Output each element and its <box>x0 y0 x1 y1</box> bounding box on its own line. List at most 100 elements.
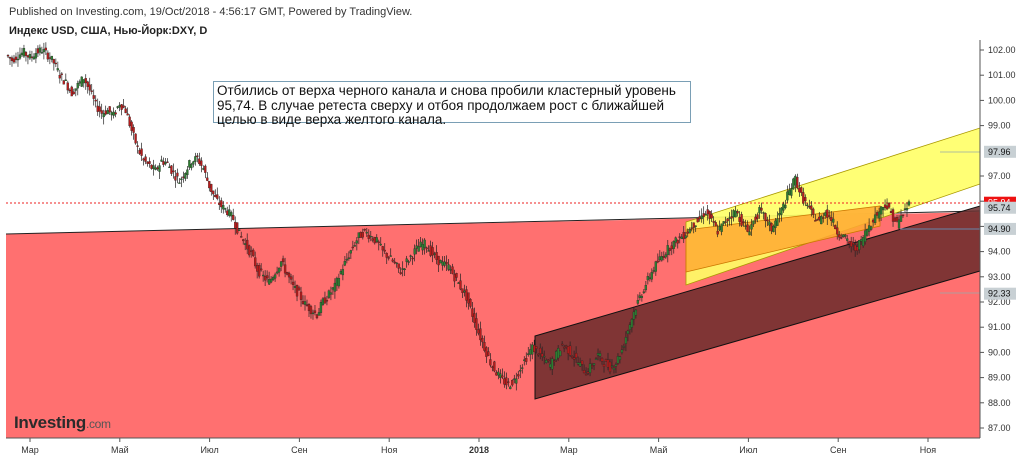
candle-body <box>816 219 819 221</box>
candle-body <box>303 301 307 305</box>
candle-body <box>489 359 492 366</box>
candle-body <box>52 59 55 64</box>
candle-body <box>198 158 201 165</box>
candle-body <box>417 246 420 252</box>
candle-body <box>36 48 40 54</box>
candle-body <box>194 156 197 162</box>
candle-body <box>375 237 378 243</box>
candle-body <box>146 161 149 164</box>
candle-body <box>449 269 452 271</box>
candle-body <box>329 292 333 295</box>
candle-body <box>788 189 791 195</box>
candle-body <box>760 207 763 211</box>
candle-body <box>899 215 903 222</box>
candle-body <box>897 219 901 229</box>
candle-body <box>76 83 79 89</box>
candle-body <box>12 58 16 63</box>
candle-body <box>419 241 422 248</box>
red-zone <box>6 212 980 438</box>
candle-body <box>307 303 311 312</box>
candle-body <box>497 371 500 376</box>
candle-body <box>96 105 99 112</box>
candle-body <box>379 243 382 246</box>
candle-body <box>602 364 606 367</box>
candle-body <box>64 79 67 81</box>
candle-body <box>8 57 12 59</box>
candle-body <box>391 259 394 262</box>
candle-body <box>475 318 478 330</box>
candle-body <box>772 225 775 233</box>
candle-body <box>903 208 907 210</box>
candle-body <box>461 288 464 293</box>
annotation-box[interactable]: Отбились от верха черного канала и снова… <box>213 81 691 127</box>
candle-body <box>44 47 48 51</box>
candle-body <box>875 212 879 216</box>
candle-body <box>503 378 506 385</box>
candle-body <box>28 54 32 59</box>
candle-body <box>297 287 301 291</box>
candle-body <box>337 278 341 287</box>
x-tick-label: Сен <box>830 445 847 455</box>
candle-body <box>616 356 620 364</box>
candle-body <box>832 218 835 223</box>
candle-body <box>333 282 337 292</box>
candle-body <box>365 231 368 234</box>
candle-body <box>720 223 723 232</box>
x-tick-label: Ноя <box>381 445 398 455</box>
candle-body <box>168 166 171 169</box>
candle-body <box>222 205 225 210</box>
candle-body <box>54 62 57 65</box>
candle-body <box>18 54 22 59</box>
candle-body <box>592 363 596 366</box>
candle-body <box>415 245 418 249</box>
candle-body <box>742 221 745 223</box>
candle-body <box>172 170 175 173</box>
candle-body <box>574 352 578 358</box>
candle-body <box>104 110 107 115</box>
candle-body <box>30 56 34 58</box>
candle-body <box>521 367 524 369</box>
candle-body <box>865 229 869 236</box>
candle-body <box>443 261 446 266</box>
candle-body <box>582 370 586 374</box>
x-tick-label: Июл <box>739 445 757 455</box>
candle-body <box>622 346 626 348</box>
candle-body <box>824 212 827 216</box>
candle-body <box>148 161 151 164</box>
candle-body <box>656 260 659 263</box>
candle-body <box>768 221 771 226</box>
candle-body <box>128 116 131 127</box>
candle-body <box>399 272 402 275</box>
candle-body <box>812 208 815 215</box>
candle-body <box>666 245 669 256</box>
candle-body <box>387 257 390 259</box>
candle-body <box>162 161 165 165</box>
candle-body <box>120 104 123 110</box>
candle-body <box>774 220 777 228</box>
symbol-title: Индекс USD, США, Нью-Йорк:DXY, D <box>9 25 208 37</box>
candle-body <box>712 220 715 223</box>
candle-body <box>383 249 386 252</box>
candle-body <box>122 105 125 108</box>
candle-body <box>614 364 618 367</box>
candle-body <box>78 81 81 84</box>
candle-body <box>487 351 490 356</box>
candle-body <box>465 289 468 301</box>
candle-body <box>867 225 871 232</box>
candle-body <box>840 237 843 239</box>
candle-body <box>190 163 193 169</box>
candle-body <box>214 194 217 198</box>
candle-body <box>158 165 161 172</box>
candle-body <box>48 57 52 59</box>
candle-body <box>331 287 335 290</box>
candle-body <box>361 232 364 238</box>
candle-body <box>578 362 582 367</box>
candle-body <box>347 257 351 259</box>
candle-body <box>576 362 580 365</box>
candle-body <box>339 270 343 274</box>
candle-body <box>859 239 863 242</box>
candle-body <box>86 81 89 87</box>
candle-body <box>34 53 38 59</box>
candle-body <box>640 295 644 298</box>
